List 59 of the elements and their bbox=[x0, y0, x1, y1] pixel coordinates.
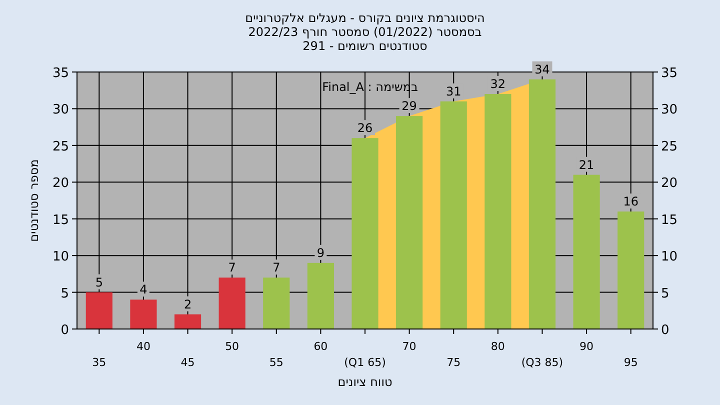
bar bbox=[174, 314, 202, 329]
data-label: 31 bbox=[446, 84, 462, 98]
data-label: 7 bbox=[272, 260, 280, 275]
bar bbox=[440, 101, 467, 329]
x-tick-label: 45 bbox=[180, 356, 195, 369]
x-tick-label: (Q1 65) bbox=[344, 356, 386, 369]
y2-tick-label: 20 bbox=[661, 176, 678, 192]
data-label: 2 bbox=[184, 297, 192, 312]
y2-tick-label: 10 bbox=[661, 250, 678, 265]
y-tick-label: 5 bbox=[60, 286, 69, 302]
y2-tick-label: 35 bbox=[661, 66, 678, 81]
x-tick-label: (Q3 85) bbox=[521, 356, 564, 369]
x-axis-title: טווח ציונים bbox=[338, 375, 392, 389]
data-label: 21 bbox=[578, 158, 594, 172]
y2-tick-label: 30 bbox=[661, 102, 678, 118]
y-axis-title: מספר סטודנטים bbox=[27, 159, 41, 242]
chart-subtitle: בסמסטר (01/2022) סמסטר חורף 2022/23 סטודנטים רשומים - 291 bbox=[248, 25, 482, 53]
y2-tick-label: 25 bbox=[661, 139, 678, 154]
bar bbox=[573, 174, 600, 329]
y-tick-label: 0 bbox=[60, 323, 69, 338]
y-tick-label: 20 bbox=[52, 176, 69, 192]
x-tick-label: 40 bbox=[136, 340, 150, 353]
x-tick-label: 50 bbox=[225, 340, 240, 353]
chart-title: היסטוגרמת ציונים בקורס - מעגלים אלקטרוניים bbox=[245, 11, 485, 25]
y-tick-label: 30 bbox=[52, 102, 69, 118]
bar bbox=[130, 300, 157, 329]
bar bbox=[484, 94, 512, 329]
x-tick-label: 35 bbox=[92, 356, 106, 369]
x-tick-label: 95 bbox=[624, 356, 638, 369]
y2-tick-label: 0 bbox=[661, 323, 670, 338]
y2-tick-label: 15 bbox=[661, 212, 678, 228]
y-tick-label: 10 bbox=[52, 250, 69, 265]
x-tick-label: 80 bbox=[490, 340, 505, 353]
data-label: 7 bbox=[228, 260, 236, 275]
data-label: 4 bbox=[140, 282, 148, 297]
y-tick-label: 35 bbox=[52, 66, 69, 81]
data-label: 34 bbox=[534, 62, 550, 76]
y-tick-label: 15 bbox=[52, 212, 69, 228]
x-tick-label: 75 bbox=[446, 356, 461, 369]
bar bbox=[263, 278, 290, 329]
data-label: 32 bbox=[490, 77, 506, 92]
bar bbox=[396, 116, 423, 329]
data-label: 5 bbox=[95, 275, 103, 290]
x-tick-label: 70 bbox=[402, 340, 416, 353]
data-label: 9 bbox=[316, 246, 325, 260]
bar bbox=[618, 212, 644, 329]
y2-tick-label: 5 bbox=[661, 286, 670, 302]
bar bbox=[352, 138, 378, 329]
x-tick-label: 55 bbox=[269, 356, 284, 369]
bar bbox=[307, 262, 334, 329]
bar bbox=[218, 278, 246, 329]
bar bbox=[86, 292, 112, 329]
bar bbox=[528, 79, 556, 329]
x-tick-label: 90 bbox=[580, 340, 594, 353]
data-label: 26 bbox=[357, 121, 373, 136]
y-tick-label: 25 bbox=[52, 139, 69, 154]
data-label: 29 bbox=[402, 99, 417, 114]
x-tick-label: 60 bbox=[314, 340, 328, 353]
data-label: 16 bbox=[623, 194, 638, 209]
